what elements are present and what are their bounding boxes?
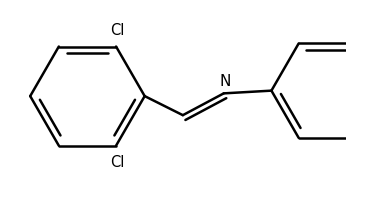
Text: Cl: Cl [110, 23, 124, 38]
Text: Cl: Cl [110, 154, 124, 170]
Text: N: N [219, 74, 231, 89]
